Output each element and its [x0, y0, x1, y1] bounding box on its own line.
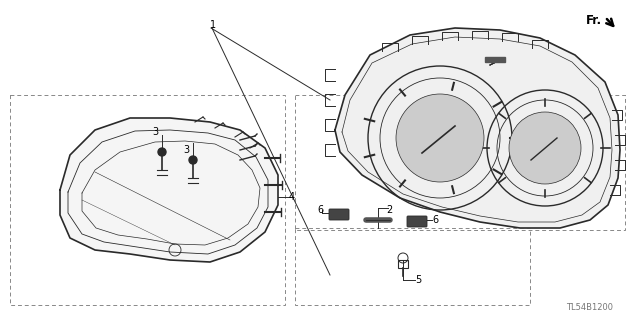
Polygon shape	[335, 28, 620, 228]
Bar	[10, 95, 285, 305]
Text: Fr.: Fr.	[586, 13, 602, 26]
Polygon shape	[60, 118, 278, 262]
Text: 6: 6	[317, 205, 323, 215]
Circle shape	[396, 94, 484, 182]
Text: 3: 3	[183, 145, 189, 155]
Text: 4: 4	[289, 192, 295, 202]
Bar	[295, 228, 530, 305]
Bar	[295, 95, 625, 230]
Text: 2: 2	[386, 205, 392, 215]
FancyBboxPatch shape	[407, 216, 427, 227]
Text: TL54B1200: TL54B1200	[566, 303, 614, 313]
Text: 1: 1	[210, 20, 216, 30]
Text: 3: 3	[152, 127, 158, 137]
Circle shape	[158, 148, 166, 156]
Text: 5: 5	[415, 275, 421, 285]
Text: 6: 6	[432, 215, 438, 225]
FancyBboxPatch shape	[329, 209, 349, 220]
Circle shape	[189, 156, 197, 164]
Polygon shape	[485, 57, 505, 62]
Circle shape	[509, 112, 581, 184]
